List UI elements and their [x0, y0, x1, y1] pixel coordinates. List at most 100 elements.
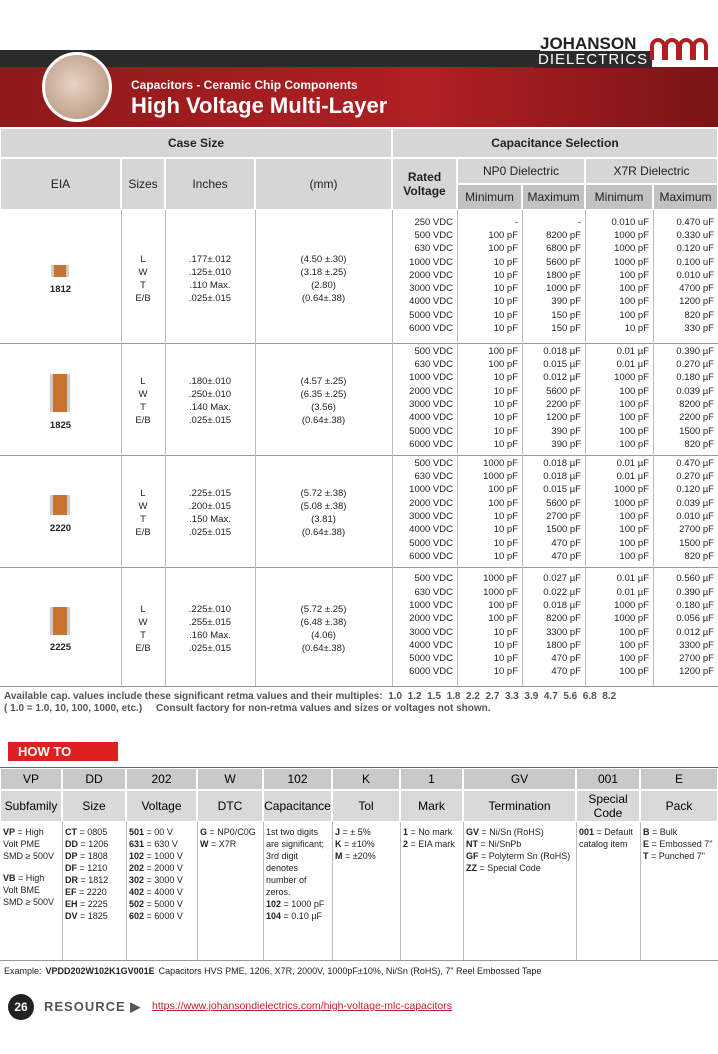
order-entry: ZZ = Special Code: [466, 862, 573, 874]
cap-cell: 10 pF: [493, 425, 518, 437]
cap-cell: 470 pF: [551, 550, 581, 562]
cap-cell: 4000 VDC: [409, 412, 453, 424]
mm-line: (5.08 ±.38): [300, 501, 347, 512]
col-divider: [332, 822, 333, 960]
order-code: W: [197, 768, 263, 790]
order-code: 102: [263, 768, 332, 790]
mm-line: (4.50 ±.30): [300, 253, 347, 265]
entry-text: = 6000 V: [146, 911, 183, 921]
mm-line: (3.56): [311, 402, 336, 413]
entry-code: 102: [266, 899, 282, 909]
entry-code: ZZ: [466, 863, 477, 873]
cap-cell: 100 pF: [619, 309, 649, 321]
cap-cell: 0.010 uF: [611, 216, 650, 228]
order-code: 202: [126, 768, 197, 790]
order-header: Tol: [332, 790, 400, 822]
cap-cell: 1500 pF: [679, 537, 714, 549]
cap-cell: 470 pF: [551, 666, 581, 678]
col-divider: [392, 455, 393, 567]
cap-cell: 250 VDC: [414, 216, 453, 228]
mm-line: (5.72 ±.38): [300, 488, 347, 499]
cap-cell: 100 pF: [488, 599, 518, 611]
entry-code: M: [335, 851, 343, 861]
col-divider: [121, 455, 122, 567]
cap-cell: 100 pF: [488, 613, 518, 625]
order-entry: GF = Polyterm Sn (RoHS): [466, 850, 573, 862]
cap-cell: 2700 pF: [679, 524, 714, 536]
url-link[interactable]: https://www.johansondielectrics.com/high…: [152, 1000, 452, 1012]
order-cell: 1 = No mark 2 = EIA mark: [403, 826, 460, 956]
entry-code: B: [643, 827, 650, 837]
entry-text: = ± 5%: [342, 827, 371, 837]
cap-cell: 100 pF: [619, 550, 649, 562]
sizes-line: L: [140, 603, 146, 615]
header-cell: Minimum: [457, 184, 522, 210]
order-entry: 1 = No mark: [403, 826, 460, 838]
col-divider: [585, 343, 586, 455]
row-divider: [0, 567, 718, 568]
cap-cell: 1000 VDC: [409, 599, 453, 611]
entry-code: 104: [266, 911, 282, 921]
cap-cell: 4000 VDC: [409, 524, 453, 536]
cap-cell: 820 pF: [684, 550, 714, 562]
title: High Voltage Multi-Layer: [131, 93, 388, 118]
col-divider: [522, 210, 523, 343]
cap-cell: 10 pF: [493, 626, 518, 638]
cap-cell: 500 VDC: [414, 457, 453, 469]
cap-cell: 100 pF: [619, 296, 649, 308]
mm-line: (5.72 ±.25): [300, 603, 347, 615]
eia-label: 1812: [49, 284, 72, 295]
cap-cell: 5000 VDC: [409, 309, 453, 321]
cap-cell: 0.470 µF: [676, 457, 714, 469]
order-entry: 102 = 1000 V: [129, 850, 194, 862]
inches-line: .200±.015: [188, 501, 232, 512]
cap-cell: 390 pF: [551, 438, 581, 450]
col-divider: [392, 210, 393, 343]
cap-cell: 10 pF: [493, 399, 518, 410]
cap-cell: 8200 pF: [546, 613, 581, 625]
col-divider: [392, 567, 393, 686]
entry-code: 2: [403, 839, 409, 849]
eia-label: 2220: [49, 522, 72, 534]
entry-code: K: [335, 839, 342, 849]
mm-line: (0.64±.38): [301, 642, 346, 654]
eia-label: 2225: [49, 642, 72, 653]
note: ( 1.0 = 1.0, 10, 100, 1000, etc.) Consul…: [4, 703, 491, 714]
sizes-line: T: [140, 514, 146, 525]
order-entry: DV = 1825: [65, 910, 123, 922]
cap-cell: 4000 VDC: [409, 639, 453, 651]
sizes-line: E/B: [135, 527, 151, 538]
entry-code: EH: [65, 899, 78, 909]
inches-line: .225±.010: [188, 603, 232, 615]
cap-cell: -: [514, 216, 518, 228]
cap-cell: 0.018 µF: [543, 599, 581, 611]
order-entry: W = X7R: [200, 838, 260, 850]
entry-text: = 1210: [79, 863, 108, 873]
cap-cell: 1000 pF: [614, 497, 649, 509]
cap-cell: 630 VDC: [414, 586, 453, 598]
logo-bottom: DIELECTRICS: [534, 51, 653, 68]
inches-line: .177±.012: [188, 253, 232, 265]
entry-text: = 1000 V: [146, 851, 183, 861]
cap-cell: 2000 VDC: [409, 269, 453, 281]
cap-cell: 0.039 µF: [676, 497, 714, 509]
order-entry: E = Embossed 7": [643, 838, 715, 850]
entry-code: VB: [3, 873, 16, 883]
order-code: DD: [62, 768, 126, 790]
order-cell: 501 = 00 V 631 = 630 V 102 = 1000 V 202 = 2…: [129, 826, 194, 956]
cap-cell: 100 pF: [619, 626, 649, 638]
inches-line: .025±.015: [188, 642, 232, 654]
cap-cell: 100 pF: [488, 345, 518, 357]
eia-label: 1825: [49, 419, 72, 431]
note: Available cap. values include these sign…: [4, 691, 617, 702]
entry-text: = 630 V: [146, 839, 178, 849]
cap-cell: 1500 pF: [546, 524, 581, 536]
order-entry: 402 = 4000 V: [129, 886, 194, 898]
example-text: Capacitors HVS PME, 1206, X7R, 2000V, 10…: [158, 966, 542, 976]
entry-text: = 2225: [80, 899, 108, 909]
order-code: 1: [400, 768, 463, 790]
entry-text: = 1206: [80, 839, 109, 849]
top-bar: [0, 50, 540, 67]
order-entry: 2 = EIA mark: [403, 838, 460, 850]
